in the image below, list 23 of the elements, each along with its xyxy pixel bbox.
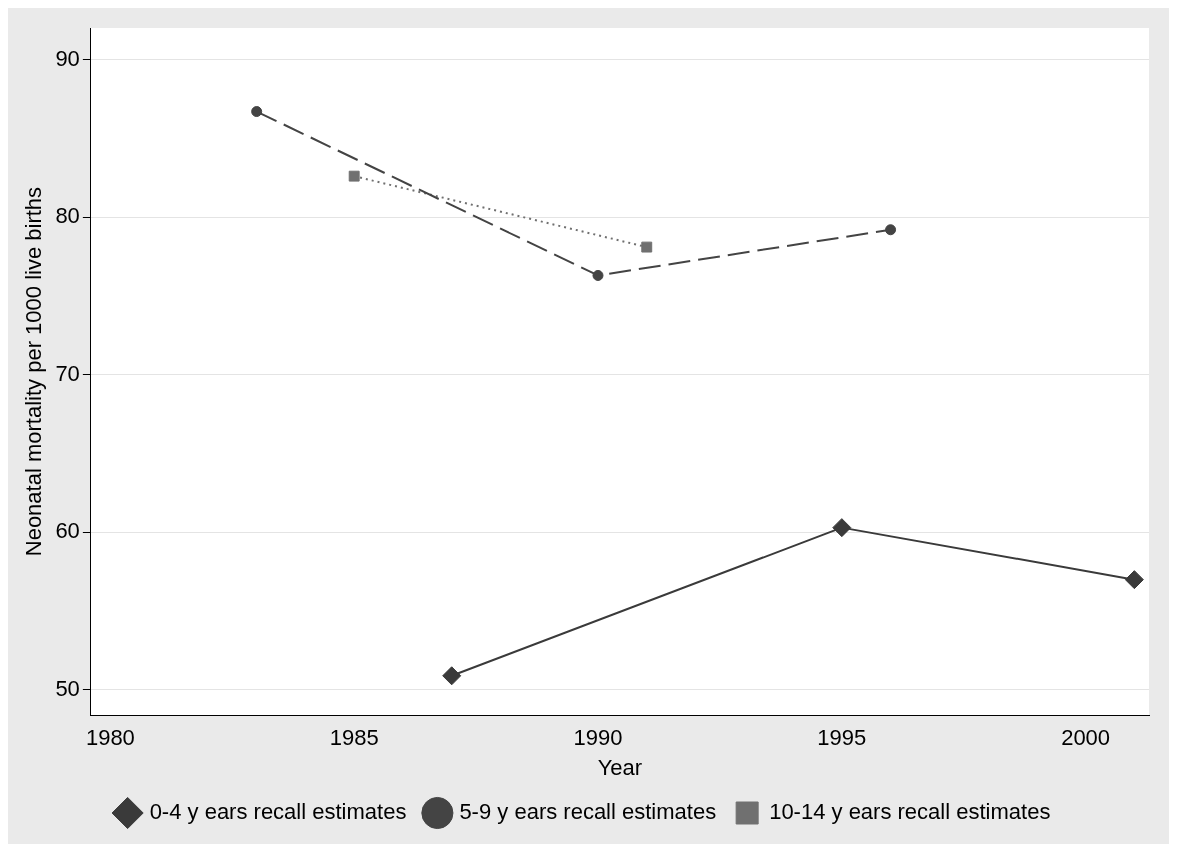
legend-label: 0-4 y ears recall estimates xyxy=(149,799,407,825)
point xyxy=(885,224,897,236)
y-tick-label: 90 xyxy=(55,45,80,71)
point xyxy=(641,241,653,253)
y-tick-label: 60 xyxy=(55,518,80,544)
y-tick-label: 80 xyxy=(55,203,80,229)
point xyxy=(348,170,360,182)
y-tick-label: 50 xyxy=(55,676,80,702)
point xyxy=(442,666,462,686)
x-tick-label: 1985 xyxy=(329,725,379,751)
x-tick-label: 2000 xyxy=(1061,725,1111,751)
x-tick-label: 1980 xyxy=(85,725,135,751)
x-axis-title: Year xyxy=(597,754,643,780)
point xyxy=(832,518,852,538)
x-tick-label: 1995 xyxy=(817,725,867,751)
point xyxy=(1124,570,1144,590)
legend-label: 10-14 y ears recall estimates xyxy=(769,799,1051,825)
legend-label: 5-9 y ears recall estimates xyxy=(459,799,717,825)
point xyxy=(592,269,604,281)
x-tick-label: 1990 xyxy=(573,725,623,751)
point xyxy=(251,106,263,118)
y-axis-title: Neonatal mortality per 1000 live births xyxy=(21,186,47,557)
y-tick-label: 70 xyxy=(55,360,80,386)
